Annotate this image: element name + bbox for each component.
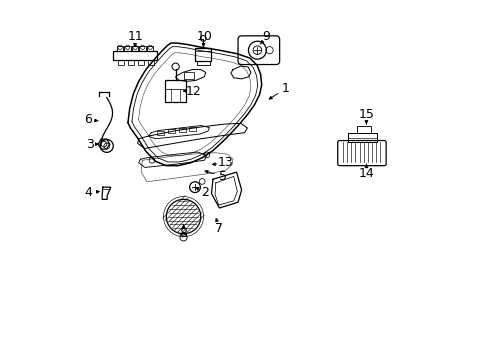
Text: 4: 4 [84, 186, 92, 199]
Bar [195, 48, 211, 61]
Text: 6: 6 [84, 113, 92, 126]
Text: 3: 3 [85, 138, 93, 150]
Bar [196, 61, 209, 64]
Text: 10: 10 [196, 30, 212, 43]
Bar [117, 45, 123, 51]
Text: 2: 2 [201, 186, 208, 199]
Bar [148, 60, 153, 65]
Text: 1: 1 [281, 82, 289, 95]
Bar [118, 60, 123, 65]
Bar [167, 130, 175, 134]
Bar [139, 45, 145, 51]
Text: 9: 9 [262, 30, 269, 43]
Bar [138, 60, 143, 65]
Bar [113, 51, 157, 60]
Bar [157, 131, 164, 135]
Text: 14: 14 [358, 167, 373, 180]
Text: 13: 13 [218, 156, 233, 169]
Bar [124, 45, 131, 51]
Bar [178, 128, 185, 132]
Bar [132, 45, 138, 51]
Bar [189, 127, 196, 131]
Bar [357, 126, 370, 134]
Text: 7: 7 [215, 222, 223, 235]
Bar [128, 60, 133, 65]
Text: 11: 11 [127, 30, 142, 43]
Bar [184, 72, 194, 79]
Bar [164, 80, 186, 102]
Bar [147, 45, 153, 51]
Text: 5: 5 [219, 170, 226, 183]
Text: 8: 8 [179, 227, 187, 240]
Text: 12: 12 [185, 85, 201, 98]
Bar [347, 134, 376, 142]
Text: 15: 15 [358, 108, 374, 121]
